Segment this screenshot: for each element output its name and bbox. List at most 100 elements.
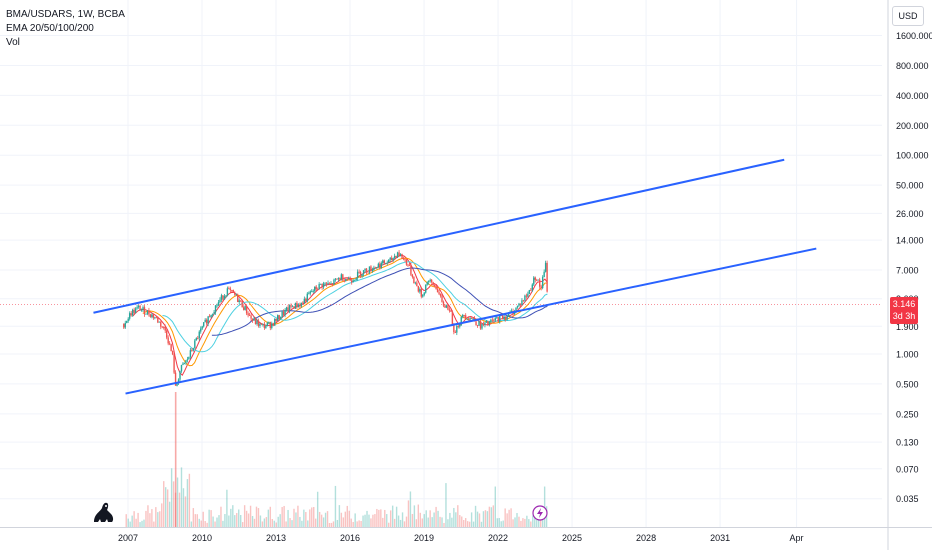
candle-body	[266, 322, 269, 327]
candle-body	[165, 330, 168, 338]
volume-bar	[139, 522, 141, 527]
volume-bar	[182, 488, 185, 527]
volume-bar	[172, 481, 175, 527]
candle-body	[237, 294, 239, 303]
candle-body	[189, 350, 192, 357]
volume-bar	[520, 520, 522, 527]
volume-bar	[307, 520, 309, 527]
channel-line-upper	[93, 158, 785, 314]
volume-bar	[500, 521, 502, 527]
volume-bar	[220, 506, 222, 527]
trend-channel	[93, 158, 817, 395]
candle-body	[348, 278, 350, 280]
candle-body	[167, 337, 169, 344]
volume-bar	[271, 518, 273, 527]
volume-bar	[224, 514, 226, 527]
candle-body	[531, 284, 534, 291]
candle-body	[185, 360, 187, 363]
candle-body	[325, 283, 328, 285]
volume-bar	[275, 522, 277, 527]
lightning-event-icon[interactable]	[532, 505, 548, 521]
candle-body	[308, 293, 310, 295]
candle-body	[136, 307, 138, 309]
volume-bar	[295, 512, 297, 527]
candle-body	[368, 266, 371, 273]
candle-body	[197, 338, 199, 339]
volume-bar	[259, 515, 262, 527]
volume-bar	[445, 483, 447, 527]
candle-body	[487, 321, 489, 325]
currency-button[interactable]: USD	[892, 6, 924, 26]
candle-body	[123, 324, 125, 328]
candle-body	[200, 328, 202, 332]
volume-bar	[125, 514, 127, 527]
x-tick-label: 2007	[118, 533, 138, 543]
candle-body	[296, 302, 298, 308]
symbol-label[interactable]: BMA/USDARS, 1W, BCBA	[6, 9, 125, 20]
candle-body	[128, 313, 131, 319]
candle-body	[359, 271, 362, 276]
candle-body	[490, 319, 492, 323]
volume-bar	[293, 508, 295, 527]
volume-bar	[147, 505, 149, 527]
candle-body	[482, 324, 485, 325]
candle-body	[405, 259, 408, 265]
channel-line-lower	[125, 247, 817, 395]
volume-bar	[149, 513, 151, 527]
volume-bar	[526, 515, 528, 527]
candle-body	[220, 295, 223, 300]
volume-bar	[204, 521, 206, 527]
tradingview-logo-icon	[94, 502, 114, 522]
candle-body	[146, 310, 149, 314]
volume-bar	[510, 508, 512, 527]
volume-label[interactable]: Vol	[6, 37, 20, 48]
candle-body	[315, 286, 317, 290]
volume-bar	[482, 511, 485, 527]
candle-body	[358, 271, 360, 273]
volume-bar	[218, 515, 220, 527]
candle-body	[497, 317, 499, 322]
volume-bar	[516, 513, 518, 527]
volume-bar	[255, 506, 258, 527]
candle-body	[179, 371, 181, 380]
y-tick-label: 26.000	[896, 209, 924, 219]
candle-body	[383, 260, 385, 264]
candle-body	[376, 267, 378, 269]
volume-bar	[216, 517, 218, 527]
volume-bar	[512, 519, 514, 527]
candle-body	[427, 281, 430, 283]
candle-body	[392, 258, 394, 261]
candle-body	[356, 271, 359, 279]
ema20-line	[132, 254, 548, 377]
volume-bar	[265, 517, 268, 527]
volume-bar	[470, 512, 473, 527]
candle-body	[247, 313, 249, 316]
candle-body	[380, 263, 383, 268]
candle-body	[379, 263, 381, 268]
candle-body	[152, 314, 155, 318]
volume-bar	[443, 522, 445, 527]
volume-bar	[455, 512, 457, 527]
candle-body	[433, 285, 436, 287]
volume-bar	[253, 518, 256, 527]
candle-body	[240, 300, 242, 302]
y-tick-label: 0.070	[896, 464, 919, 474]
candle-body	[388, 259, 390, 263]
candle-body	[373, 267, 375, 271]
candle-body	[364, 268, 366, 271]
price-candles	[123, 250, 548, 387]
candle-body	[229, 288, 232, 291]
candle-body	[445, 305, 448, 308]
ema-label[interactable]: EMA 20/50/100/200	[6, 23, 94, 34]
volume-bar	[287, 509, 289, 527]
volume-bar	[228, 515, 230, 527]
volume-bar	[536, 519, 538, 527]
candle-body	[269, 322, 272, 328]
volume-bar	[528, 519, 530, 527]
y-tick-label: 800.000	[896, 61, 929, 71]
candle-body	[242, 307, 245, 310]
volume-bar	[399, 519, 402, 527]
candle-body	[331, 283, 334, 285]
volume-bar	[285, 521, 287, 527]
